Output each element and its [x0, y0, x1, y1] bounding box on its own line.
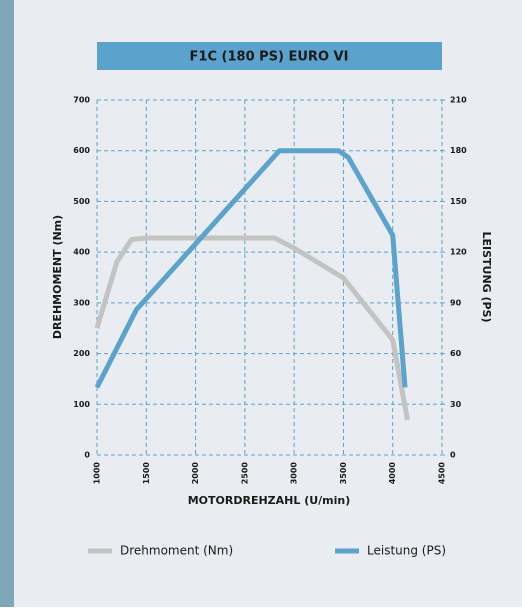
y-tick-label: 600 — [73, 146, 90, 155]
title-box — [97, 42, 442, 70]
y-axis-label: DREHMOMENT (Nm) — [51, 215, 64, 339]
y2-axis-label: LEISTUNG (PS) — [480, 231, 493, 322]
y2-tick-label: 150 — [450, 197, 467, 206]
legend-label: Drehmoment (Nm) — [120, 544, 233, 558]
line-series — [94, 235, 410, 421]
x-tick-label: 2000 — [191, 462, 200, 485]
y-tick-label: 100 — [73, 400, 90, 409]
y-tick-label: 500 — [73, 197, 90, 206]
x-tick-label: 4000 — [388, 462, 397, 485]
y-tick-label: 0 — [84, 451, 90, 460]
y-tick-label: 200 — [73, 349, 90, 358]
x-tick-label: 1000 — [93, 462, 102, 485]
y2-tick-label: 60 — [450, 349, 462, 358]
x-tick-label: 2500 — [240, 462, 249, 485]
legend-label: Leistung (PS) — [367, 544, 446, 558]
y2-tick-label: 30 — [450, 400, 462, 409]
chart-title: F1C (180 PS) EURO VI — [190, 50, 349, 65]
x-tick-label: 3000 — [290, 462, 299, 485]
y2-tick-label: 210 — [450, 96, 467, 105]
y2-tick-label: 90 — [450, 298, 462, 307]
x-axis-label: MOTORDREHZAHL (U/min) — [188, 494, 351, 507]
photo-strip — [0, 0, 14, 607]
y2-tick-label: 180 — [450, 146, 467, 155]
y2-tick-label: 0 — [450, 451, 456, 460]
y-tick-label: 300 — [73, 298, 90, 307]
line-series — [94, 148, 408, 389]
y-tick-label: 400 — [73, 248, 90, 257]
x-tick-label: 3500 — [339, 462, 348, 485]
x-tick-label: 4500 — [438, 462, 447, 485]
x-tick-label: 1500 — [142, 462, 151, 485]
panel — [14, 0, 522, 607]
y2-tick-label: 120 — [450, 248, 467, 257]
y-tick-label: 700 — [73, 96, 90, 105]
